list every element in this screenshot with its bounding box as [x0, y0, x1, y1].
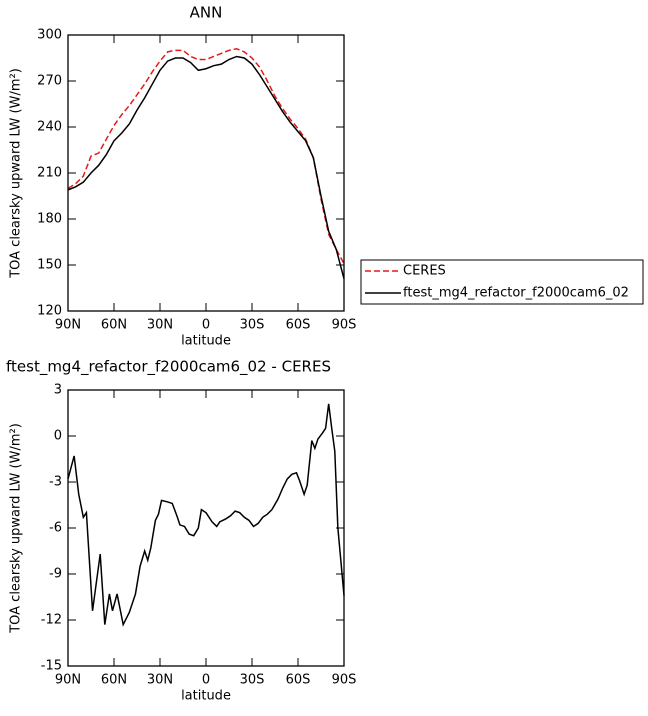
legend-label: ftest_mg4_refactor_f2000cam6_02 [403, 286, 629, 301]
y-tick-label: 240 [37, 120, 62, 135]
y-tick-label: 300 [37, 28, 62, 43]
plot-frame [67, 389, 345, 667]
x-tick-label: 90S [332, 318, 357, 333]
chart-title: ftest_mg4_refactor_f2000cam6_02 - CERES [6, 358, 331, 377]
y-tick-label: -6 [49, 521, 62, 536]
plot-frame [67, 34, 345, 312]
x-tick-label: 60N [101, 318, 127, 333]
y-tick-label: 120 [37, 304, 62, 319]
x-tick-label: 30S [240, 318, 265, 333]
y-tick-label: -12 [41, 613, 62, 628]
y-tick-label: 3 [54, 383, 62, 398]
x-tick-label: 60S [286, 318, 311, 333]
x-tick-label: 30N [147, 673, 173, 688]
y-axis-label: TOA clearsky upward LW (W/m²) [9, 423, 24, 634]
y-tick-label: 270 [37, 74, 62, 89]
x-tick-label: 0 [202, 673, 210, 688]
legend-label: CERES [403, 264, 446, 279]
x-tick-label: 60S [286, 673, 311, 688]
x-tick-label: 0 [202, 318, 210, 333]
x-tick-label: 60N [101, 673, 127, 688]
x-axis-label: latitude [181, 334, 231, 349]
y-tick-label: 150 [37, 258, 62, 273]
chart-title: ANN [190, 4, 223, 22]
x-tick-label: 90S [332, 673, 357, 688]
y-tick-label: -9 [49, 567, 62, 582]
y-tick-label: 0 [54, 429, 62, 444]
y-tick-label: 210 [37, 166, 62, 181]
y-tick-label: -3 [49, 475, 62, 490]
x-tick-label: 30S [240, 673, 265, 688]
x-tick-label: 30N [147, 318, 173, 333]
series-line [67, 55, 345, 279]
x-tick-label: 90N [55, 318, 81, 333]
y-axis-label: TOA clearsky upward LW (W/m²) [9, 68, 24, 279]
series-line [67, 403, 345, 627]
y-tick-label: 180 [37, 212, 62, 227]
series-line [67, 48, 345, 264]
legend-box [360, 259, 644, 305]
y-tick-label: -15 [41, 659, 62, 674]
x-axis-label: latitude [181, 689, 231, 704]
x-tick-label: 90N [55, 673, 81, 688]
